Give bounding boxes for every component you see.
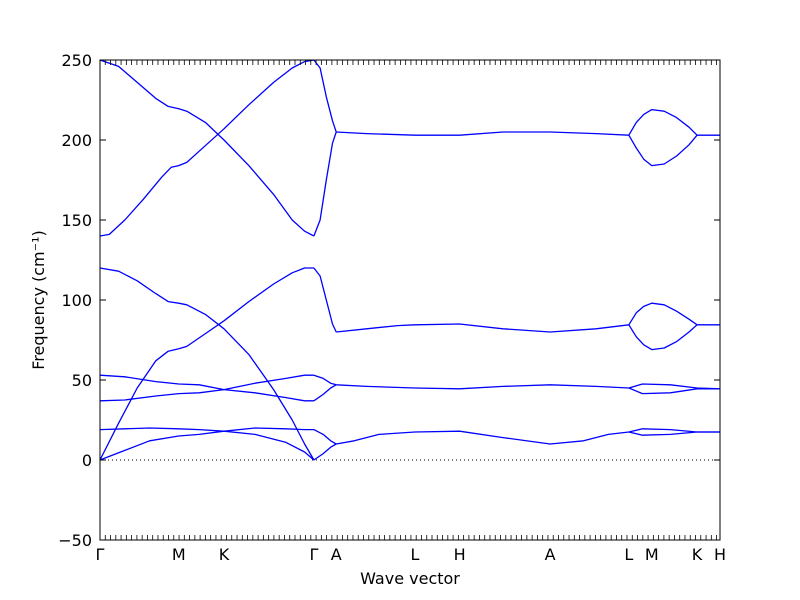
y-tick-labels: −50 0 50 100 150 200 250: [58, 51, 92, 550]
x-tick-label: Γ: [96, 545, 105, 564]
band-curve-15: [313, 374, 337, 386]
x-tick-label: K: [692, 545, 703, 564]
band-curve-22: [313, 429, 337, 445]
x-tick-label: L: [410, 545, 419, 564]
band-curve-16: [313, 384, 337, 402]
y-tick-label: 100: [61, 291, 92, 310]
band-curve-26: [628, 431, 720, 436]
band-curve-1: [99, 59, 315, 237]
y-tick-label: 0: [82, 451, 92, 470]
y-tick-label: 150: [61, 211, 92, 230]
band-curve-23: [313, 443, 337, 461]
plot-frame: [99, 59, 721, 541]
y-tick-label: 50: [72, 371, 92, 390]
band-curve-21: [99, 427, 314, 461]
band-curve-19: [628, 387, 720, 395]
x-tick-label: A: [331, 545, 342, 564]
band-curve-6: [628, 134, 698, 167]
band-curve-10: [336, 323, 629, 333]
axis-ticks: [99, 59, 720, 541]
x-tick-label: Γ: [309, 545, 318, 564]
x-tick-label: A: [545, 545, 556, 564]
x-tick-label: M: [172, 545, 186, 564]
band-curve-9: [313, 267, 337, 333]
band-curve-24: [336, 430, 629, 445]
y-tick-label: 200: [61, 131, 92, 150]
x-tick-label: H: [714, 545, 726, 564]
band-curve-4: [336, 131, 629, 136]
band-curve-14: [99, 374, 314, 402]
band-curve-12: [628, 324, 698, 351]
band-curve-7: [99, 267, 315, 461]
x-tick-label: K: [219, 545, 230, 564]
band-curve-3: [313, 59, 337, 133]
x-axis-label: Wave vector: [360, 569, 460, 588]
band-curve-8: [99, 267, 314, 461]
band-curve-17: [336, 384, 629, 390]
band-curve-13: [99, 374, 314, 402]
band-curve-5: [628, 108, 720, 136]
y-tick-label: 250: [61, 51, 92, 70]
x-tick-label: L: [624, 545, 633, 564]
band-curve-20: [99, 427, 315, 461]
y-tick-label: −50: [58, 531, 92, 550]
x-tick-label: M: [645, 545, 659, 564]
dispersion-curves: [99, 59, 721, 461]
band-curve-11: [628, 302, 720, 326]
band-curve-0: [99, 59, 315, 237]
x-tick-label: H: [454, 545, 466, 564]
band-curve-2: [313, 131, 337, 237]
band-curve-18: [628, 383, 721, 390]
y-axis-label: Frequency (cm⁻¹): [29, 230, 48, 369]
